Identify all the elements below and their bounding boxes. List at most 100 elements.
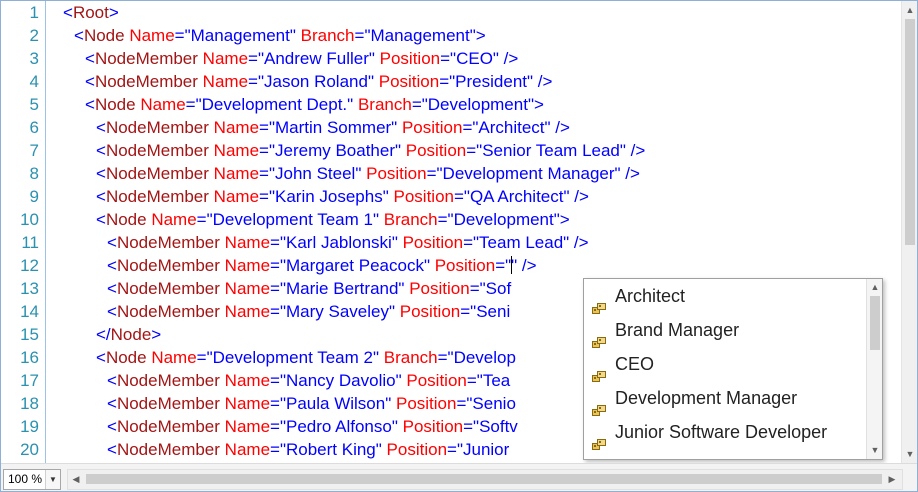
xml-token: ="Karin Josephs" [259, 187, 389, 206]
code-line[interactable]: <NodeMember Name="Pedro Alfonso" Positio… [107, 415, 518, 438]
code-line[interactable]: <NodeMember Name="Marie Bertrand" Positi… [107, 277, 511, 300]
xml-token: ="John Steel" [259, 164, 362, 183]
autocomplete-item-label: Junior Software Developer [615, 422, 828, 442]
code-line[interactable]: <Node Name="Management" Branch="Manageme… [74, 24, 486, 47]
code-line[interactable]: <NodeMember Name="Margaret Peacock" Posi… [107, 254, 537, 277]
autocomplete-item[interactable]: Brand Manager [584, 313, 864, 348]
xml-attribute-name: Name [213, 164, 260, 183]
xml-token: < [96, 141, 106, 160]
popup-scroll-up-icon[interactable]: ▲ [870, 282, 880, 292]
xml-token: " /> [511, 256, 537, 275]
code-editor-area[interactable]: <Root> <Node Name="Management" Branch="Ma… [46, 1, 901, 463]
xml-token: ="Softv [463, 417, 518, 436]
line-number: 18 [20, 394, 39, 413]
line-number: 15 [20, 325, 39, 344]
xml-tag-name: NodeMember [105, 141, 209, 160]
code-line[interactable]: <Node Name="Development Team 1" Branch="… [96, 208, 570, 231]
line-number: 8 [29, 164, 39, 183]
xml-tag-name: NodeMember [116, 302, 220, 321]
autocomplete-item[interactable]: CEO [584, 347, 864, 382]
xml-token: < [85, 95, 95, 114]
xml-attribute-name: Branch [383, 348, 438, 367]
line-number: 12 [20, 256, 39, 275]
line-number: 6 [29, 118, 39, 137]
popup-scroll-thumb[interactable] [870, 296, 880, 350]
xml-token: ="Paula Wilson" [270, 394, 392, 413]
autocomplete-item[interactable]: Junior Software Developer [584, 415, 864, 450]
zoom-dropdown[interactable]: 100 % ▼ [3, 469, 61, 490]
property-icon [592, 359, 606, 382]
property-icon [592, 427, 606, 450]
xml-attribute-name: Name [151, 348, 197, 367]
xml-token: ="Nancy Davolio" [270, 371, 402, 390]
xml-attribute-name: Name [224, 279, 271, 298]
xml-token: < [107, 371, 117, 390]
xml-attribute-name: Name [224, 417, 271, 436]
scroll-right-icon[interactable]: ▶ [888, 474, 896, 484]
xml-token: ="Senior Team Lead" /> [466, 141, 646, 160]
xml-token: < [107, 256, 117, 275]
xml-token: =" [495, 256, 512, 275]
xml-attribute-name: Name [140, 95, 186, 114]
xml-tag-name: NodeMember [94, 49, 198, 68]
popup-scroll-down-icon[interactable]: ▼ [870, 445, 880, 455]
code-line[interactable]: <NodeMember Name="Jason Roland" Position… [85, 70, 552, 93]
xml-tag-name: NodeMember [116, 440, 220, 459]
code-line[interactable]: <NodeMember Name="Jeremy Boather" Positi… [96, 139, 645, 162]
xml-token: < [107, 417, 117, 436]
xml-attribute-name: Name [213, 141, 260, 160]
line-number-gutter: 1 2 3 4 5 6 7 8 9 10 11 12 13 14 15 16 17 18 19 20 [1, 1, 46, 463]
scroll-left-icon[interactable]: ◀ [72, 474, 80, 484]
xml-token: < [85, 49, 95, 68]
autocomplete-item[interactable]: Architect [584, 279, 864, 314]
code-line[interactable]: <NodeMember Name="Karl Jablonski" Positi… [107, 231, 589, 254]
autocomplete-item-label: Brand Manager [615, 320, 740, 340]
code-line[interactable]: </Node> [96, 323, 161, 346]
line-number: 3 [29, 49, 39, 68]
xml-token: ="Development Dept." [185, 95, 354, 114]
code-line[interactable]: <NodeMember Name="Martin Sommer" Positio… [96, 116, 570, 139]
vertical-scrollbar[interactable]: ▲ ▼ [901, 1, 917, 463]
bottom-bar: 100 % ▼ ◀ ▶ [1, 463, 917, 491]
code-line[interactable]: <Node Name="Development Team 2" Branch="… [96, 346, 516, 369]
xml-token: ="Margaret Peacock" [270, 256, 430, 275]
line-number: 16 [20, 348, 39, 367]
vertical-scroll-thumb[interactable] [905, 19, 915, 245]
xml-token: < [96, 164, 106, 183]
xml-token: ="Development Team 2" [196, 348, 379, 367]
code-line[interactable]: <NodeMember Name="Nancy Davolio" Positio… [107, 369, 510, 392]
xml-attribute-name: Position [378, 72, 440, 91]
xml-attribute-name: Name [224, 256, 271, 275]
xml-token: ="Karl Jablonski" [270, 233, 398, 252]
horizontal-scrollbar[interactable]: ◀ ▶ [67, 469, 903, 490]
code-line[interactable]: <Root> [63, 1, 119, 24]
xml-attribute-name: Name [151, 210, 197, 229]
xml-token: ="Jason Roland" [248, 72, 374, 91]
autocomplete-item[interactable]: Development Manager [584, 381, 864, 416]
code-line[interactable]: <NodeMember Name="Paula Wilson" Position… [107, 392, 516, 415]
xml-token: ="Development"> [411, 95, 544, 114]
xml-tag-name: NodeMember [105, 187, 209, 206]
xml-attribute-name: Position [395, 394, 457, 413]
code-line[interactable]: <NodeMember Name="Robert King" Position=… [107, 438, 509, 461]
xml-token: < [63, 3, 73, 22]
horizontal-scroll-thumb[interactable] [86, 474, 882, 484]
scroll-down-icon[interactable]: ▼ [905, 449, 915, 459]
code-line[interactable]: <NodeMember Name="Karin Josephs" Positio… [96, 185, 589, 208]
line-number: 20 [20, 440, 39, 459]
xml-tag-name: Node [94, 95, 136, 114]
popup-scrollbar[interactable]: ▲ ▼ [866, 279, 882, 459]
code-line[interactable]: <NodeMember Name="Andrew Fuller" Positio… [85, 47, 518, 70]
xml-tag-name: NodeMember [94, 72, 198, 91]
xml-tag-name: Node [105, 210, 147, 229]
scroll-up-icon[interactable]: ▲ [905, 5, 915, 15]
code-line[interactable]: <Node Name="Development Dept." Branch="D… [85, 93, 544, 116]
code-line[interactable]: <NodeMember Name="John Steel" Position="… [96, 162, 640, 185]
xml-token: < [107, 279, 117, 298]
chevron-down-icon[interactable]: ▼ [45, 470, 60, 489]
xml-token: ="Andrew Fuller" [248, 49, 375, 68]
code-line[interactable]: <NodeMember Name="Mary Saveley" Position… [107, 300, 510, 323]
xml-attribute-name: Name [224, 394, 271, 413]
line-number: 2 [29, 26, 39, 45]
